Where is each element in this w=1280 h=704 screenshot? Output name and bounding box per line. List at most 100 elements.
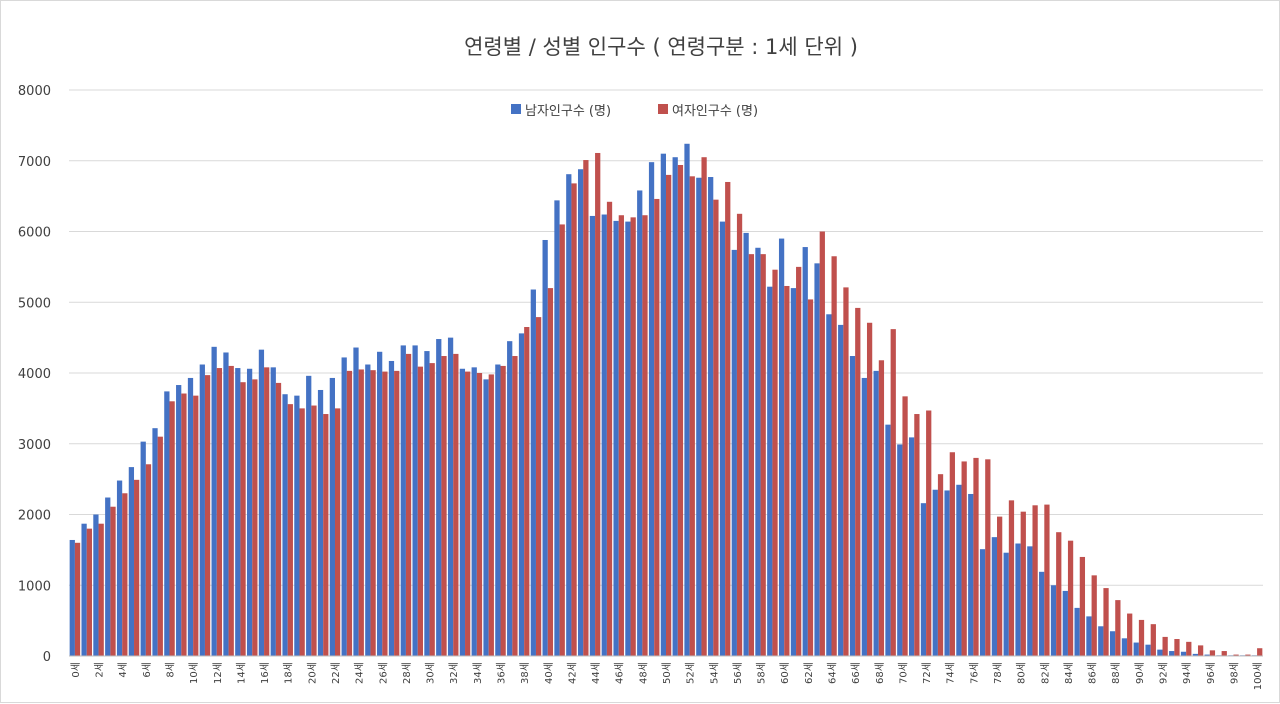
y-tick-label: 6000 — [18, 226, 51, 241]
bar-female — [275, 382, 282, 656]
bar-male — [306, 375, 312, 656]
x-tick-label: 80세 — [1016, 662, 1028, 684]
bar-male — [495, 364, 501, 656]
bar-male — [861, 377, 867, 656]
bar-female — [299, 408, 305, 657]
bar-male — [672, 157, 678, 656]
bar-male — [885, 424, 891, 656]
bar-female — [595, 152, 601, 656]
bar-male — [542, 239, 548, 657]
bar-male — [909, 437, 915, 656]
bar-female — [1150, 624, 1156, 656]
bar-male — [956, 484, 962, 656]
x-tick-label: 2세 — [94, 662, 106, 678]
bar-female — [1067, 540, 1074, 656]
bar-male — [388, 360, 395, 656]
bar-male — [365, 364, 371, 656]
bar-male — [187, 377, 194, 656]
bar-male — [211, 346, 217, 656]
bar-female — [866, 322, 873, 656]
x-tick-label: 98세 — [1228, 662, 1240, 684]
y-tick-label: 3000 — [18, 438, 51, 453]
bar-female — [1162, 636, 1168, 656]
bar-male — [294, 395, 300, 656]
x-tick-label: 42세 — [566, 662, 578, 684]
bar-female — [1127, 613, 1133, 656]
x-tick-label: 76세 — [968, 662, 980, 684]
bar-male — [459, 368, 466, 656]
bar-female — [997, 516, 1003, 656]
bar-male — [1192, 653, 1198, 656]
bar-female — [583, 160, 589, 657]
bar-male — [554, 200, 560, 656]
bar-male — [790, 288, 797, 656]
bar-male — [1121, 638, 1128, 656]
bar-female — [441, 356, 447, 656]
bar-male — [660, 153, 666, 656]
x-tick-label: 32세 — [448, 662, 460, 684]
x-tick-label: 18세 — [283, 662, 295, 684]
x-tick-label: 22세 — [330, 662, 342, 684]
bar-female — [606, 201, 613, 657]
bar-female — [358, 369, 364, 656]
bar-female — [453, 353, 459, 656]
bar-male — [353, 347, 359, 656]
bar-female — [914, 414, 920, 656]
bar-female — [1257, 648, 1263, 656]
y-tick-label: 8000 — [18, 84, 51, 99]
x-tick-label: 92세 — [1158, 662, 1170, 684]
bar-male — [246, 368, 253, 656]
x-tick-label: 84세 — [1063, 662, 1075, 684]
x-tick-label: 78세 — [992, 662, 1004, 684]
y-tick-label: 7000 — [18, 155, 51, 170]
bar-male — [1204, 654, 1210, 656]
x-tick-label: 54세 — [708, 662, 720, 684]
bar-male — [507, 341, 513, 656]
x-tick-label: 36세 — [496, 662, 508, 684]
bar-female — [334, 408, 341, 657]
bar-male — [755, 247, 761, 656]
bar-female — [559, 224, 565, 656]
bar-male — [1062, 590, 1068, 656]
bar-female — [110, 506, 116, 656]
y-tick-label: 5000 — [18, 296, 51, 311]
bar-female — [74, 542, 81, 656]
bar-male — [105, 497, 111, 656]
x-tick-label: 34세 — [472, 662, 484, 684]
x-tick-label: 66세 — [850, 662, 862, 684]
bar-male — [1157, 649, 1163, 656]
bar-male — [424, 351, 430, 656]
bar-female — [677, 164, 684, 657]
x-tick-label: 6세 — [141, 662, 153, 678]
y-tick-label: 4000 — [18, 367, 51, 382]
bar-female — [831, 256, 837, 656]
bar-male — [577, 169, 584, 657]
bar-female — [524, 327, 530, 656]
bar-female — [878, 360, 885, 656]
bar-male — [566, 174, 572, 656]
bar-male — [814, 263, 820, 656]
bar-female — [1020, 511, 1026, 656]
bar-female — [382, 371, 388, 656]
bar-female — [855, 307, 861, 656]
bar-male — [176, 385, 182, 656]
bar-male — [329, 377, 335, 656]
bar-female — [134, 479, 140, 656]
x-tick-label: 14세 — [235, 662, 247, 684]
bar-male — [932, 489, 938, 656]
x-tick-label: 46세 — [614, 662, 626, 684]
x-tick-label: 68세 — [874, 662, 886, 684]
x-tick-label: 70세 — [897, 662, 909, 684]
bar-female — [370, 370, 376, 656]
bar-female — [1209, 650, 1216, 656]
bar-male — [849, 356, 856, 656]
bar-male — [731, 249, 737, 656]
bar-male — [648, 162, 655, 656]
bar-male — [69, 539, 75, 656]
x-tick-label: 40세 — [543, 662, 555, 684]
bar-female — [973, 457, 979, 656]
x-tick-label: 10세 — [188, 662, 200, 684]
bar-male — [1098, 626, 1104, 656]
bar-female — [1221, 651, 1227, 656]
